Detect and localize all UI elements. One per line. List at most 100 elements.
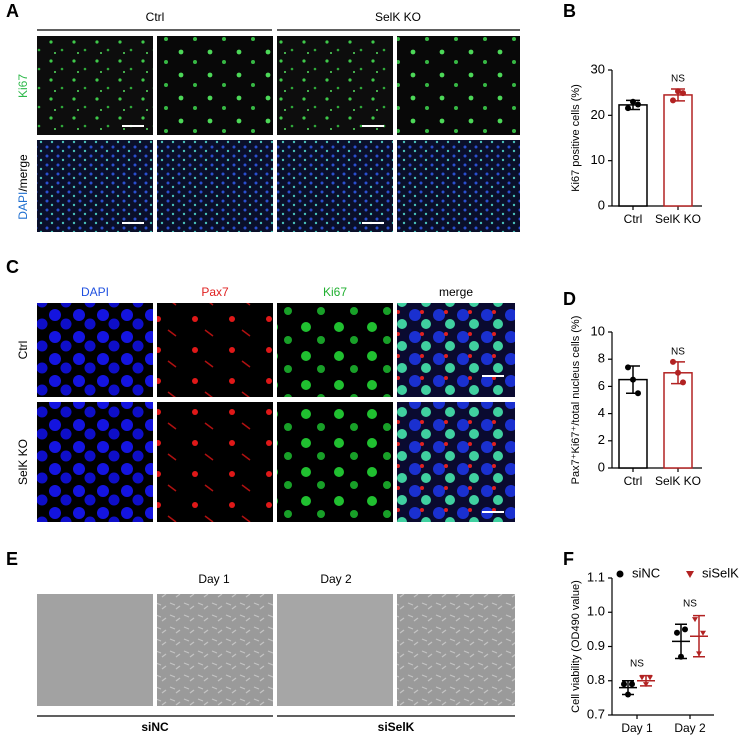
data-point (639, 675, 645, 681)
significance-label: NS (683, 598, 697, 609)
row-label-part: /merge (16, 154, 30, 192)
data-point (629, 681, 635, 688)
micrographs-c (37, 303, 515, 522)
micrograph (157, 594, 273, 706)
column-label: Ki67 (323, 285, 347, 299)
y-tick-label: 2 (598, 432, 605, 447)
data-point (678, 653, 684, 660)
bar (618, 378, 648, 469)
panel-label: F (563, 549, 574, 569)
micrograph (397, 140, 520, 232)
group-label: Ctrl (146, 10, 165, 24)
panel-label: A (6, 1, 19, 21)
data-point (670, 97, 676, 104)
micrograph (157, 303, 273, 397)
x-tick-label: Ctrl (624, 212, 643, 226)
data-point (682, 626, 688, 633)
micrographs-e (37, 594, 515, 706)
panel-label: B (563, 1, 576, 21)
column-label: Pax7 (201, 285, 229, 299)
row-label-part: DAPI (16, 192, 30, 220)
group-label: siSelK (378, 720, 415, 734)
y-tick-label: 0.8 (587, 672, 605, 687)
micrograph (37, 140, 153, 232)
panel-label: D (563, 289, 576, 309)
x-tick-label: SelK KO (655, 474, 701, 488)
data-point (675, 88, 681, 95)
y-tick-label: 8 (598, 351, 605, 366)
y-axis-title: Pax7⁺Ki67⁺/total nucleus cells (%) (570, 316, 582, 485)
scale-bar (122, 125, 384, 224)
data-point (680, 90, 686, 97)
y-tick-label: 4 (598, 405, 605, 420)
y-tick-label: 0.7 (587, 706, 605, 721)
micrographs-a (37, 36, 520, 232)
y-tick-label: 20 (591, 107, 605, 122)
micrograph (277, 36, 393, 135)
significance-label: NS (671, 347, 685, 358)
y-tick-label: 0 (598, 459, 605, 474)
y-tick-label: 0 (598, 197, 605, 212)
y-tick-label: 1.0 (587, 604, 605, 619)
row-label: SelK KO (16, 439, 30, 485)
data-point (630, 376, 636, 383)
row-label: Ki67 (16, 74, 30, 98)
bar (618, 104, 648, 207)
micrograph (157, 140, 273, 232)
column-label: DAPI (81, 285, 109, 299)
data-point (670, 358, 676, 365)
y-tick-label: 0.9 (587, 638, 605, 653)
y-tick-label: 1.1 (587, 569, 605, 584)
micrograph (157, 36, 273, 135)
y-tick-label: 6 (598, 378, 605, 393)
bar (663, 94, 693, 207)
micrograph (277, 594, 393, 706)
column-label: merge (439, 285, 473, 299)
column-label: Day 1 (198, 572, 230, 586)
micrograph (37, 303, 153, 397)
micrograph (277, 140, 393, 232)
micrograph (277, 402, 393, 522)
data-point (647, 675, 653, 681)
data-point (625, 691, 631, 698)
data-point (692, 617, 698, 623)
micrograph (157, 402, 273, 522)
x-tick-label: Ctrl (624, 474, 643, 488)
y-tick-label: 30 (591, 61, 605, 76)
data-point (630, 98, 636, 105)
row-label: DAPI/merge (16, 154, 30, 220)
x-tick-label: SelK KO (655, 212, 701, 226)
micrograph (277, 303, 393, 397)
micrograph (397, 303, 515, 397)
data-point (635, 390, 641, 397)
data-point (680, 379, 686, 386)
micrograph (397, 594, 515, 706)
scale-bar (482, 375, 504, 513)
legend-label: siSelK (702, 565, 739, 580)
legend-label: siNC (632, 565, 660, 580)
bar (663, 372, 693, 469)
y-tick-label: 10 (591, 152, 605, 167)
micrograph (37, 594, 153, 706)
micrograph (37, 36, 153, 135)
significance-label: NS (630, 658, 644, 669)
x-tick-label: Day 2 (674, 721, 706, 735)
data-point (625, 364, 631, 371)
group-label: siNC (141, 720, 169, 734)
legend-marker (686, 571, 694, 578)
significance-label: NS (671, 74, 685, 85)
data-point (696, 651, 702, 657)
x-tick-label: Day 1 (621, 721, 653, 735)
micrograph (37, 402, 153, 522)
micrograph (397, 36, 520, 135)
group-label: SelK KO (375, 10, 421, 24)
data-point (625, 105, 631, 112)
column-label: Day 2 (320, 572, 352, 586)
y-axis-title: Ki67 positive cells (%) (570, 84, 582, 192)
micrograph (397, 402, 515, 522)
data-point (621, 681, 627, 688)
data-point (674, 629, 680, 636)
y-axis-title: Cell viability (OD490 value) (570, 580, 582, 713)
y-tick-label: 10 (591, 323, 605, 338)
